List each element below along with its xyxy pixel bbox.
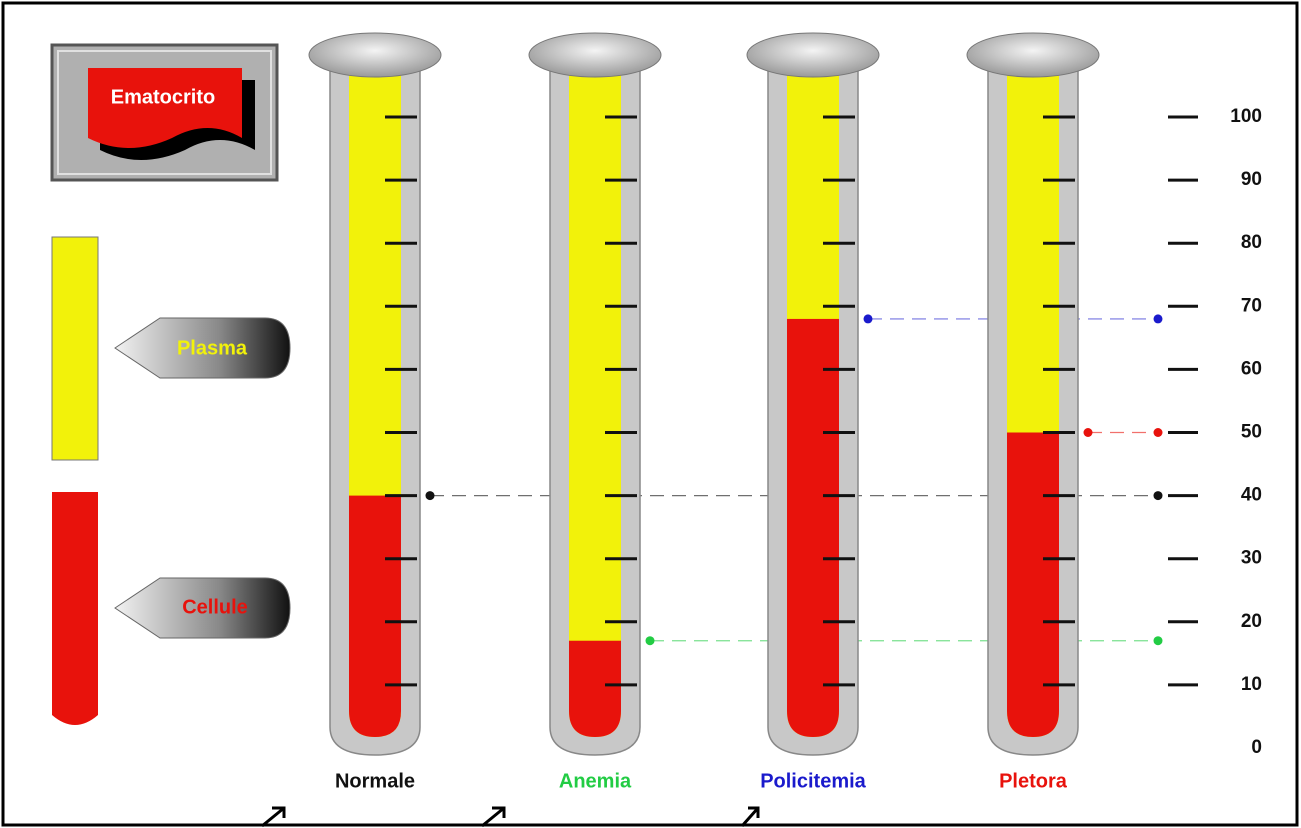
tube-cap bbox=[529, 33, 661, 77]
legend-label: Cellule bbox=[182, 596, 248, 618]
x-tick-label: Normale bbox=[335, 770, 415, 792]
legend-label: Plasma bbox=[177, 337, 248, 359]
level-dot bbox=[1154, 428, 1163, 437]
x-tick-label: Anemia bbox=[559, 770, 632, 792]
level-dot bbox=[426, 491, 435, 500]
tube-fill bbox=[1007, 75, 1059, 742]
chart: Ematocrito Plasma Cellule Normale Anemia P… bbox=[0, 0, 1301, 828]
y-tick-label: 80 bbox=[1241, 232, 1262, 253]
level-dot bbox=[864, 314, 873, 323]
tube-cap bbox=[747, 33, 879, 77]
level-dot bbox=[646, 636, 655, 645]
tube-fill bbox=[787, 75, 839, 742]
title-button[interactable]: Ematocrito bbox=[52, 45, 277, 180]
y-tick-label: 20 bbox=[1241, 611, 1262, 632]
level-dot bbox=[1154, 491, 1163, 500]
bar bbox=[349, 496, 401, 742]
y-tick-label: 0 bbox=[1251, 737, 1262, 758]
plasma bbox=[569, 75, 621, 737]
legend-swatch bbox=[52, 237, 98, 460]
y-tick-label: 10 bbox=[1241, 674, 1262, 695]
y-tick-label: 30 bbox=[1241, 548, 1262, 569]
x-tick-label: Policitemia bbox=[760, 770, 866, 792]
y-tick-label: 100 bbox=[1230, 106, 1262, 127]
tube-fill bbox=[349, 75, 401, 742]
level-dot bbox=[1084, 428, 1093, 437]
legend-swatch bbox=[52, 492, 98, 725]
y-tick-label: 60 bbox=[1241, 358, 1262, 379]
bar bbox=[787, 319, 839, 742]
y-tick-label: 70 bbox=[1241, 295, 1262, 316]
tube-fill bbox=[569, 75, 621, 742]
tube-cap bbox=[309, 33, 441, 77]
x-tick-label: Pletora bbox=[999, 770, 1068, 792]
tube-cap bbox=[967, 33, 1099, 77]
y-tick-label: 50 bbox=[1241, 422, 1262, 443]
y-tick-label: 40 bbox=[1241, 485, 1262, 506]
bar bbox=[1007, 433, 1059, 743]
y-tick-label: 90 bbox=[1241, 169, 1262, 190]
level-dot bbox=[1154, 314, 1163, 323]
title: Ematocrito bbox=[111, 86, 215, 108]
bar bbox=[569, 641, 621, 742]
level-dot bbox=[1154, 636, 1163, 645]
